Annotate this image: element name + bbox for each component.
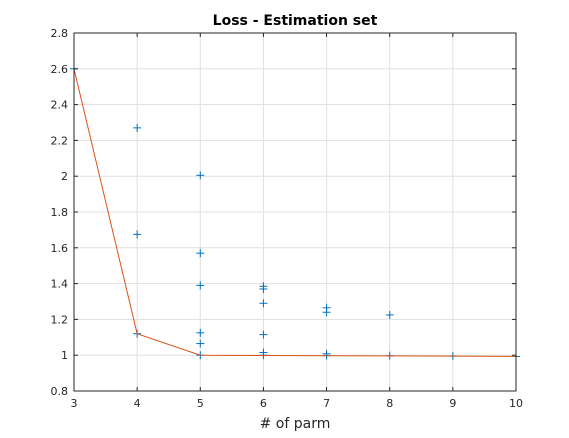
y-tick-label: 2.4 (51, 99, 69, 112)
x-tick-label: 5 (197, 397, 204, 410)
y-tick-label: 1.8 (51, 206, 69, 219)
y-tick-label: 2.6 (51, 63, 69, 76)
min-loss-line (73, 68, 517, 357)
x-tick-label: 7 (323, 397, 330, 410)
x-tick-label: 8 (386, 397, 393, 410)
y-tick-label: 1 (61, 349, 68, 362)
y-tick-label: 2.8 (51, 27, 69, 40)
data-point-marker (133, 123, 142, 132)
chart-title: Loss - Estimation set (213, 13, 378, 29)
x-tick-label: 4 (134, 397, 141, 410)
axes-box (73, 32, 517, 392)
data-point-marker (259, 299, 268, 308)
data-point-marker (196, 171, 205, 180)
x-axis-label: # of parm (260, 416, 331, 432)
x-tick-label: 6 (260, 397, 267, 410)
x-tick-label: 10 (509, 397, 523, 410)
data-point-marker (196, 281, 205, 290)
x-tick-label: 3 (71, 397, 78, 410)
data-point-marker (259, 284, 268, 293)
data-point-marker (196, 328, 205, 337)
y-tick-label: 0.8 (51, 385, 69, 398)
tick-labels: 3 4 5 6 7 8 9 10 0.8 1 1.2 1.4 1.6 1.8 2 2.2 2.4 2.6 2.8 (51, 27, 524, 410)
data-point-marker (259, 330, 268, 339)
y-tick-label: 1.6 (51, 242, 69, 255)
data-point-marker (196, 339, 205, 348)
y-tick-label: 2 (61, 170, 68, 183)
x-tick-label: 9 (449, 397, 456, 410)
y-tick-label: 1.2 (51, 313, 69, 326)
data-point-marker (322, 308, 331, 317)
y-tick-label: 1.4 (51, 278, 69, 291)
y-tick-label: 2.2 (51, 134, 69, 147)
data-point-marker (385, 310, 394, 319)
data-point-marker (133, 230, 142, 239)
data-point-marker (196, 249, 205, 258)
